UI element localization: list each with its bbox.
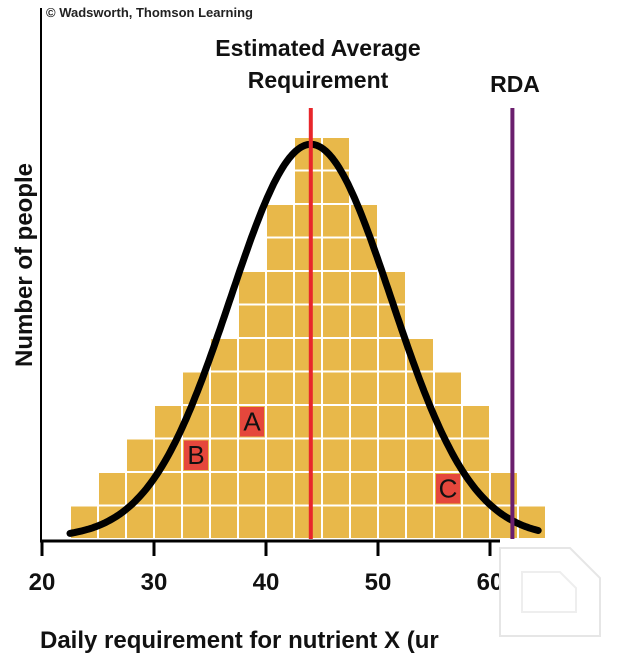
histogram-bar: [209, 337, 239, 540]
histogram-bar: [293, 136, 323, 540]
bar-fill: [434, 371, 462, 539]
cell-label-box: [436, 474, 460, 504]
histogram-bar: [237, 270, 267, 540]
histogram-bar: [265, 203, 295, 540]
histogram-bar: [405, 337, 435, 540]
ear-label: Estimated Average: [215, 35, 420, 61]
cell-label-box: [240, 407, 264, 437]
cell-label-c: C: [436, 474, 460, 504]
corner-logo: [499, 547, 601, 637]
copyright-notice: © Wadsworth, Thomson Learning: [46, 5, 253, 20]
histogram-bar: [433, 370, 463, 540]
x-axis-label: Daily requirement for nutrient X (ur: [40, 627, 439, 654]
ear-label: Requirement: [248, 67, 389, 93]
x-axis: 20 30 40 50 60: [29, 8, 504, 596]
x-tick-label: 30: [141, 569, 168, 596]
histogram-bars: [69, 136, 547, 540]
bell-curve-layer: [66, 140, 542, 537]
histogram-bar: [97, 471, 127, 540]
histogram-bar: [321, 136, 351, 540]
x-tick-label: 50: [365, 569, 392, 596]
x-tick-label: 20: [29, 569, 56, 596]
cell-labels: A B C: [184, 407, 460, 504]
bell-curve: [66, 140, 542, 537]
cell-label-text: A: [243, 407, 261, 437]
cell-label-a: A: [240, 407, 264, 437]
rda-label: RDA: [490, 71, 540, 97]
x-tick-label: 60: [477, 569, 504, 596]
cell-label-text: C: [439, 474, 458, 504]
x-tick-label: 40: [253, 569, 280, 596]
reference-lines: Estimated Average Requirement RDA: [215, 35, 540, 539]
cell-label-text: B: [187, 440, 204, 470]
y-axis-label: Number of people: [11, 163, 38, 367]
cell-label-b: B: [184, 440, 208, 470]
cell-label-box: [184, 440, 208, 470]
